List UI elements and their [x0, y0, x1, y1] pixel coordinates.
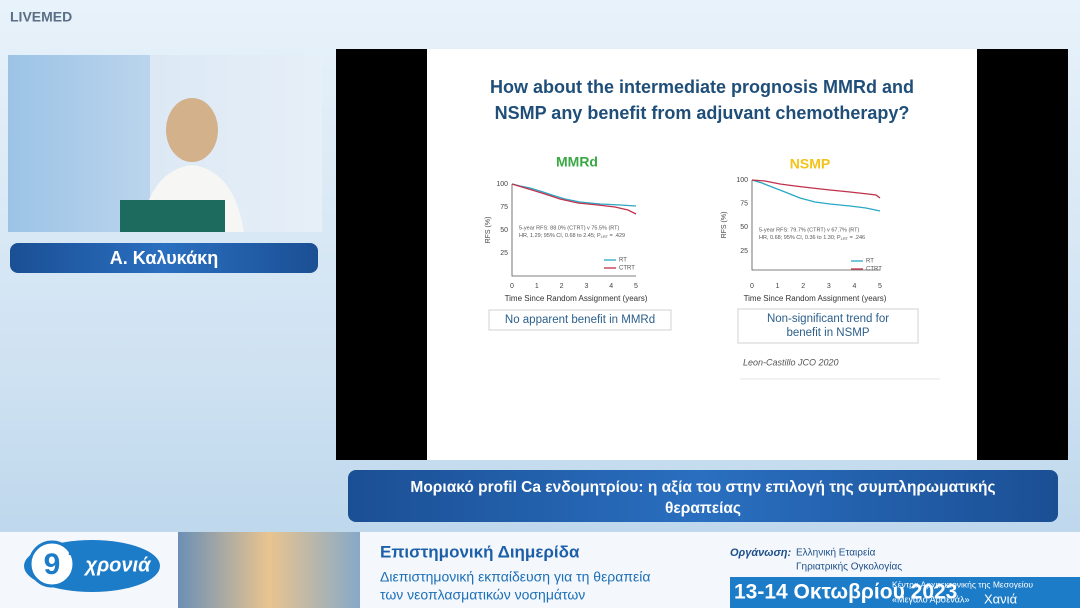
slide	[427, 49, 977, 460]
x-axis-label: Time Since Random Assignment (years)	[505, 294, 648, 303]
caption: Μοριακό profil Ca ενδομητρίου: η αξία το…	[410, 479, 995, 496]
event-subtitle: Διεπιστημονική εκπαίδευση για τη θεραπεί…	[380, 569, 650, 585]
km-curve	[511, 183, 637, 207]
x-tick-label: 4	[609, 283, 613, 290]
venue-name: «Μεγάλο Αρσενάλ»	[892, 594, 970, 604]
annotation: 5-year RFS: 88.0% (CTRT) v 75.5% (RT)	[519, 225, 620, 231]
date-box	[730, 577, 1080, 608]
venue: Κέντρο Αρχιτεκτονικής της Μεσογείου	[892, 579, 1033, 589]
event-title: Επιστημονική Διημερίδα	[380, 542, 580, 561]
finding: Non-significant trend for	[767, 313, 889, 325]
legend-label: CTRT	[619, 266, 635, 272]
speaker-head	[166, 98, 218, 162]
y-tick-label: 50	[500, 227, 508, 234]
legend-label: CTRT	[866, 267, 882, 273]
y-tick-label: 100	[496, 181, 508, 188]
legend-label: RT	[866, 259, 874, 265]
logo: LIVEMED	[10, 9, 72, 25]
x-tick-label: 1	[535, 283, 539, 290]
event-subtitle: των νεοπλασματικών νοσημάτων	[380, 587, 585, 603]
y-tick-label: 75	[500, 204, 508, 211]
y-tick-label: 100	[736, 177, 748, 184]
y-tick-label: 75	[740, 201, 748, 208]
x-axis-label: Time Since Random Assignment (years)	[744, 294, 887, 303]
x-tick-label: 4	[852, 283, 856, 290]
finding: benefit in NSMP	[786, 327, 869, 339]
x-tick-label: 2	[801, 283, 805, 290]
chart-title: MMRd	[556, 154, 598, 170]
km-curve	[751, 179, 881, 199]
speaker-name: Α. Καλυκάκη	[110, 248, 218, 268]
chart-title: NSMP	[790, 156, 830, 172]
organizer: Ελληνική Εταιρεία	[796, 547, 876, 559]
x-tick-label: 0	[510, 283, 514, 290]
x-tick-label: 3	[827, 283, 831, 290]
city: Χανιά	[984, 591, 1018, 606]
slide-title: How about the intermediate prognosis MMR…	[490, 77, 914, 97]
annotation: 5-year RFS: 79.7% (CTRT) v 67.7% (RT)	[759, 227, 860, 233]
x-tick-label: 5	[878, 283, 882, 290]
name-bar	[10, 243, 318, 273]
x-tick-label: 5	[634, 283, 638, 290]
km-curve	[511, 183, 637, 215]
dates: 13-14 Οκτωβρίου 2023	[734, 581, 957, 604]
lectern	[120, 200, 225, 232]
x-tick-label: 1	[776, 283, 780, 290]
y-axis-label: RFS (%)	[485, 217, 492, 244]
km-chart: 5-year RFS: 79.7% (CTRT) v 67.7% (RT) HR…	[721, 177, 919, 344]
x-tick-label: 0	[750, 283, 754, 290]
y-axis-label: RFS (%)	[721, 212, 728, 239]
y-tick-label: 25	[500, 250, 508, 257]
legend-label: RT	[619, 258, 627, 264]
slide-title: NSMP any benefit from adjuvant chemother…	[495, 103, 910, 123]
finding: No apparent benefit in MMRd	[505, 314, 655, 326]
annotation: HR, 1.29; 95% CI, 0.68 to 2.45; PLRT = .…	[519, 233, 625, 239]
km-curve	[751, 179, 881, 212]
x-tick-label: 3	[584, 283, 588, 290]
reference: Leon-Castillo JCO 2020	[743, 357, 839, 367]
organizer-label: Οργάνωση:	[730, 547, 791, 559]
organizer: Γηριατρικής Ογκολογίας	[796, 561, 902, 573]
harbor-photo	[178, 532, 360, 608]
caption: θεραπείας	[665, 500, 741, 517]
y-tick-label: 25	[740, 248, 748, 255]
caption-bar	[348, 470, 1058, 522]
x-tick-label: 2	[560, 283, 564, 290]
annotation: HR, 0.68; 95% CI, 0.36 to 1.30; PLRT = .…	[759, 235, 865, 241]
badge-suffix: η	[68, 544, 75, 558]
y-tick-label: 50	[740, 224, 748, 231]
badge-word: χρονιά	[84, 554, 153, 576]
badge-number: 9	[44, 548, 61, 581]
km-chart: 5-year RFS: 88.0% (CTRT) v 75.5% (RT) HR…	[485, 181, 672, 331]
